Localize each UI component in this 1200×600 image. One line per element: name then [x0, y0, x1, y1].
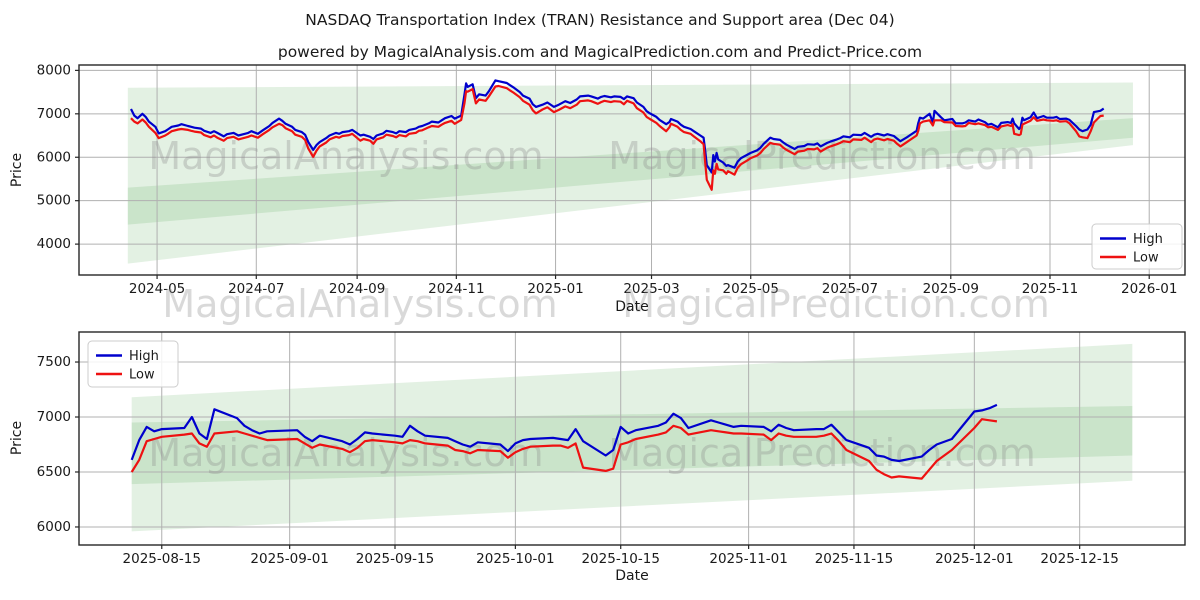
y-tick-label: 5000 [37, 193, 71, 209]
low-line [130, 84, 1104, 191]
watermark-magicalprediction: MagicalPrediction.com [608, 431, 1036, 475]
watermark-magicalanalysis: MagicalAnalysis.com [148, 431, 543, 475]
y-tick-label: 7000 [37, 106, 71, 122]
x-tick-label: 2025-07 [822, 281, 878, 297]
watermark-magicalanalysis: MagicalAnalysis.com [162, 282, 557, 326]
x-tick-label: 2025-09-15 [356, 551, 434, 567]
x-tick-label: 2025-05 [723, 281, 779, 297]
x-tick-label: 2024-07 [228, 281, 284, 297]
legend-low-label: Low [129, 368, 155, 383]
plot-border [78, 64, 1186, 276]
y-tick-label: 4000 [37, 236, 71, 252]
watermark-magicalprediction: MagicalPrediction.com [608, 134, 1036, 178]
x-tick-label: 2025-12-15 [1040, 551, 1118, 567]
x-tick-label: 2025-03 [623, 281, 679, 297]
x-tick-label: 2025-01 [527, 281, 583, 297]
x-tick-label: 2025-08-15 [123, 551, 201, 567]
support-resistance-band [127, 118, 1133, 264]
x-tick-label: 2025-09 [923, 281, 979, 297]
watermark-magicalprediction: MagicalPrediction.com [622, 282, 1050, 326]
x-tick-label: 2025-11-15 [815, 551, 893, 567]
support-resistance-band [131, 406, 1133, 532]
high-line [130, 403, 998, 463]
x-tick-label: 2025-11-01 [709, 551, 787, 567]
y-tick-label: 6500 [37, 464, 71, 480]
plot-border [78, 331, 1186, 546]
legend-high-label: High [1133, 232, 1163, 247]
top-chart-overlay: 4000 5000 6000 7000 8000 2024-05 2024-07 2024-0… [37, 62, 1186, 297]
x-tick-label: 2024-11 [428, 281, 484, 297]
bottom-xaxis-title: Date [615, 568, 648, 584]
watermark-magicalanalysis: MagicalAnalysis.com [148, 134, 543, 178]
legend-low-label: Low [1133, 251, 1159, 266]
top-legend: High Low [1091, 223, 1183, 270]
bottom-legend: High Low [87, 340, 179, 388]
y-tick-label: 7000 [37, 409, 71, 425]
bottom-yaxis-title: Price [9, 421, 25, 455]
y-tick-label: 6000 [37, 519, 71, 535]
x-tick-label: 2025-10-15 [581, 551, 659, 567]
top-yaxis-title: Price [9, 153, 25, 187]
figure-subtitle: powered by MagicalAnalysis.com and Magic… [278, 43, 922, 61]
bottom-chart-overlay: 6000 6500 7000 7500 2025-08-15 2025-09-01 2025… [37, 331, 1186, 567]
figure-title: NASDAQ Transportation Index (TRAN) Resis… [305, 11, 894, 29]
x-tick-label: 2024-05 [129, 281, 185, 297]
y-tick-label: 7500 [37, 354, 71, 370]
x-tick-label: 2025-09-01 [250, 551, 328, 567]
top-xaxis-title: Date [615, 299, 648, 315]
support-resistance-band [131, 343, 1133, 485]
high-line [130, 79, 1105, 174]
x-tick-label: 2025-12-01 [935, 551, 1013, 567]
support-resistance-band [127, 82, 1133, 225]
top-chart-underlay [79, 65, 1185, 275]
x-tick-label: 2024-09 [329, 281, 385, 297]
bottom-chart-underlay [79, 332, 1185, 545]
x-tick-label: 2026-01 [1121, 281, 1177, 297]
legend-box [87, 340, 179, 388]
y-tick-label: 8000 [37, 62, 71, 78]
low-line [130, 418, 998, 480]
x-tick-label: 2025-11 [1022, 281, 1078, 297]
y-tick-label: 6000 [37, 149, 71, 165]
x-tick-label: 2025-10-01 [476, 551, 554, 567]
legend-high-label: High [129, 349, 159, 364]
